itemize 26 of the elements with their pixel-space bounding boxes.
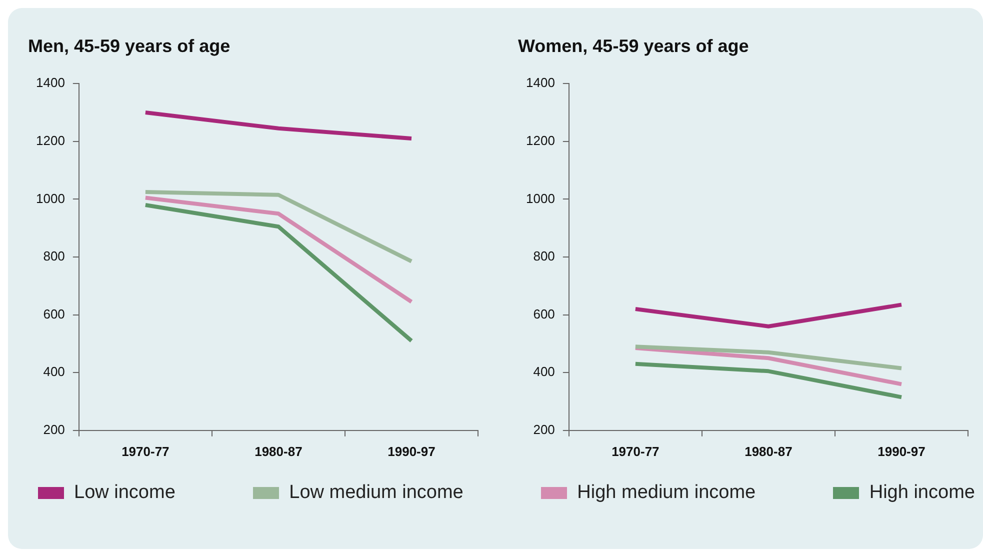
y-tick-label: 600: [533, 306, 555, 322]
y-tick-label: 800: [43, 248, 65, 264]
legend-label: Low medium income: [289, 482, 464, 504]
chart-title: Women, 45-59 years of age: [518, 36, 749, 56]
y-tick-label: 1200: [36, 132, 65, 148]
legend-label: High medium income: [577, 482, 756, 504]
y-tick-label: 400: [43, 364, 65, 380]
legend-label: High income: [869, 482, 975, 504]
y-tick-label: 1000: [36, 190, 65, 206]
x-tick-label: 1980-87: [254, 444, 302, 459]
y-tick-label: 400: [533, 364, 555, 380]
x-tick-label: 1980-87: [744, 444, 792, 459]
y-tick-label: 1400: [526, 75, 555, 90]
x-tick-label: 1970-77: [612, 444, 660, 459]
x-tick-label: 1990-97: [878, 444, 926, 459]
y-tick-label: 800: [533, 248, 555, 264]
y-tick-label: 1400: [36, 75, 65, 90]
y-tick-label: 600: [43, 306, 65, 322]
y-tick-label: 1200: [526, 132, 555, 148]
y-tick-label: 200: [533, 422, 555, 437]
chart-title: Men, 45-59 years of age: [28, 36, 230, 56]
legend-label: Low income: [74, 482, 176, 504]
x-tick-label: 1970-77: [122, 444, 170, 459]
x-tick-label: 1990-97: [388, 444, 436, 459]
y-tick-label: 200: [43, 422, 65, 437]
y-tick-label: 1000: [526, 190, 555, 206]
